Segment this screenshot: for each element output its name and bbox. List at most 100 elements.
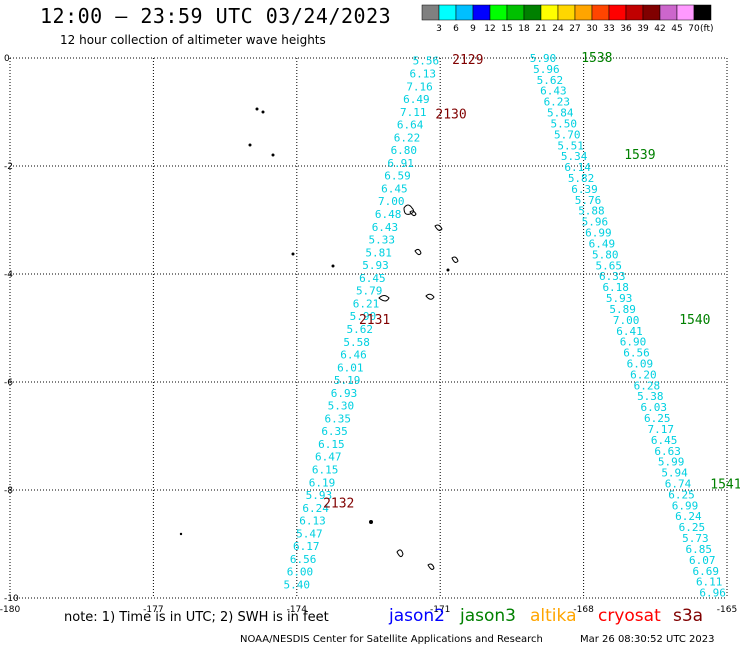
swh-value-label: 6.48 — [375, 208, 402, 221]
legend-swatch — [642, 4, 661, 21]
legend-swatch — [608, 4, 627, 21]
swh-value-label: 5.88 — [578, 205, 605, 218]
swh-value-label: 5.38 — [637, 390, 664, 403]
footer-generated: Mar 26 08:30:52 UTC 2023 — [580, 634, 715, 645]
legend-swatch — [421, 4, 440, 21]
island-outline — [425, 293, 435, 300]
y-tick-label: -10 — [4, 594, 19, 604]
swh-value-label: 6.11 — [696, 576, 723, 589]
legend-swatch — [472, 4, 491, 21]
swh-value-label: 6.24 — [302, 502, 329, 515]
island-outline — [403, 204, 415, 215]
time-label: 2129 — [452, 53, 483, 68]
swh-value-label: 5.84 — [547, 107, 574, 120]
mission-altika: altika — [530, 606, 577, 626]
legend-swatch — [489, 4, 508, 21]
swh-value-label: 6.23 — [544, 96, 571, 109]
swh-value-label: 5.73 — [682, 532, 709, 545]
swh-value-label: 6.00 — [287, 566, 314, 579]
island-dot — [369, 520, 373, 524]
legend-level-label: 21 — [535, 24, 546, 34]
footer-credit: NOAA/NESDIS Center for Satellite Applica… — [240, 634, 543, 645]
swh-value-label: 6.56 — [623, 347, 650, 360]
swh-value-label: 6.20 — [630, 368, 657, 381]
swh-value-label: 5.65 — [596, 259, 623, 272]
swh-value-label: 6.25 — [679, 521, 706, 534]
swh-value-label: 6.85 — [686, 543, 713, 556]
swh-value-label: 6.45 — [381, 182, 408, 195]
swh-value-label: 6.43 — [540, 85, 567, 98]
swh-value-label: 5.19 — [334, 374, 361, 387]
legend-swatch — [540, 4, 559, 21]
island-outlines — [179, 107, 459, 570]
swh-value-label: 6.69 — [692, 565, 719, 578]
swh-value-label: 6.15 — [312, 464, 339, 477]
swh-labels: 5.566.137.166.497.116.646.226.806.916.59… — [284, 51, 740, 600]
time-label: 1539 — [624, 148, 655, 163]
swh-value-label: 6.25 — [668, 488, 695, 501]
swh-value-label: 5.90 — [350, 310, 377, 323]
swh-value-label: 5.76 — [575, 194, 602, 207]
island-outline — [409, 210, 417, 217]
legend-swatch — [557, 4, 576, 21]
swh-value-label: 5.93 — [306, 489, 333, 502]
swh-value-label: 6.56 — [290, 553, 317, 566]
swh-value-label: 5.40 — [284, 579, 311, 592]
y-tick-label: 0 — [4, 54, 10, 64]
chart-subtitle: 12 hour collection of altimeter wave hei… — [60, 33, 326, 47]
swh-value-label: 5.34 — [561, 150, 588, 163]
legend-swatch — [506, 4, 525, 21]
chart-title: 12:00 – 23:59 UTC 03/24/2023 — [40, 4, 392, 28]
x-tick-label: -165 — [717, 605, 737, 615]
swh-value-label: 6.03 — [641, 401, 668, 414]
x-tick-label: -171 — [430, 605, 450, 615]
legend-level-label: 27 — [569, 24, 580, 34]
legend-level-label: 15 — [501, 24, 512, 34]
legend-level-label: 30 — [586, 24, 598, 34]
swh-value-label: 6.49 — [589, 237, 616, 250]
legend-level-label: 3 — [436, 24, 442, 34]
swh-value-label: 5.90 — [530, 52, 557, 65]
x-tick-label: -174 — [287, 605, 308, 615]
legend-level-label: 6 — [453, 24, 459, 34]
swh-value-label: 5.99 — [658, 456, 685, 469]
swh-value-label: 6.63 — [654, 445, 681, 458]
swh-value-label: 6.15 — [318, 438, 345, 451]
swh-value-label: 5.82 — [568, 172, 595, 185]
island-outline — [414, 248, 422, 256]
swh-value-label: 6.13 — [299, 515, 326, 528]
swh-value-label: 6.18 — [602, 281, 629, 294]
swh-value-label: 6.59 — [384, 170, 411, 183]
y-tick-label: -2 — [4, 162, 13, 172]
island-dot — [291, 252, 295, 256]
mission-jason2: jason2 — [389, 606, 445, 626]
island-outline — [427, 563, 435, 570]
swh-value-label: 5.33 — [369, 234, 396, 247]
island-outline — [451, 256, 459, 263]
swh-value-label: 6.24 — [675, 510, 702, 523]
swh-value-label: 5.62 — [347, 323, 374, 336]
island-dot — [331, 264, 335, 268]
swh-value-label: 6.07 — [689, 554, 716, 567]
swh-value-label: 5.94 — [661, 467, 688, 480]
time-label: 1541 — [710, 478, 740, 493]
x-tick-label: -168 — [573, 605, 594, 615]
y-tick-label: -4 — [4, 270, 13, 280]
swh-value-label: 5.80 — [592, 248, 619, 261]
swh-value-label: 5.93 — [362, 259, 389, 272]
legend-level-label: 12 — [484, 24, 495, 34]
island-dot — [255, 107, 259, 111]
island-outline — [396, 549, 404, 558]
swh-value-label: 5.70 — [554, 128, 581, 141]
swh-value-label: 5.93 — [606, 292, 633, 305]
swh-value-label: 5.89 — [609, 303, 636, 316]
swh-value-label: 7.11 — [400, 106, 427, 119]
swh-value-label: 6.25 — [644, 412, 671, 425]
swh-value-label: 6.17 — [293, 540, 320, 553]
swh-value-label: 6.64 — [397, 119, 424, 132]
time-label: 1538 — [581, 51, 612, 66]
time-label: 1540 — [679, 313, 710, 328]
legend-level-label: 42 — [654, 24, 665, 34]
swh-value-label: 6.39 — [571, 183, 598, 196]
footer-note: note: 1) Time is in UTC; 2) SWH is in fe… — [64, 610, 329, 625]
